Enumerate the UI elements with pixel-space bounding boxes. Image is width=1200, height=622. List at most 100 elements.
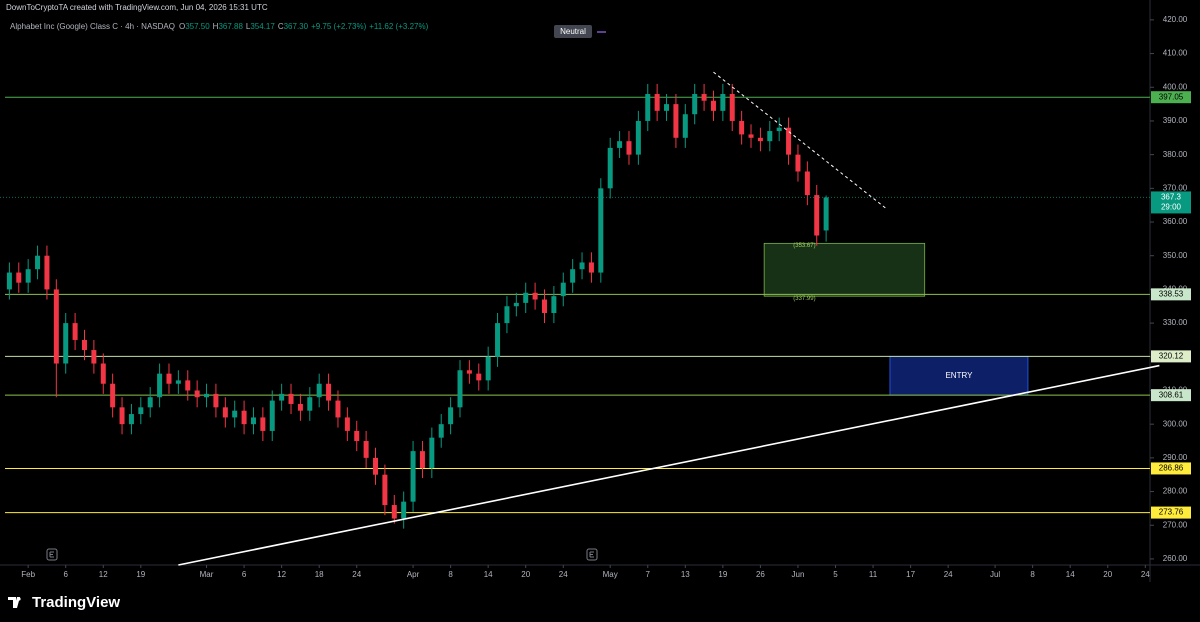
candle-body — [739, 120, 745, 135]
candle-body — [260, 417, 266, 431]
candle-body — [814, 195, 820, 236]
candle-body — [157, 373, 163, 398]
candle-body — [626, 141, 632, 155]
symbol: Alphabet Inc (Google) Class C · 4h · NAS… — [10, 22, 175, 31]
candle-body — [495, 323, 501, 357]
x-tick-label: 24 — [1141, 570, 1150, 579]
zone-label: (353.67) — [793, 243, 815, 249]
y-tick-label: 280.00 — [1163, 487, 1188, 496]
candle-body — [401, 501, 407, 519]
candle-body — [757, 137, 763, 142]
ohlc-label: H — [213, 22, 219, 31]
candle-body — [138, 407, 144, 415]
candle-body — [532, 292, 538, 300]
candle-body — [110, 383, 116, 408]
indicator: Neutral — [560, 27, 586, 36]
x-tick-label: 6 — [242, 570, 247, 579]
candle-body — [748, 134, 754, 138]
candle-body — [673, 104, 679, 138]
y-tick-label: 330.00 — [1163, 318, 1188, 327]
candle-body — [410, 451, 416, 502]
candle-body — [241, 410, 247, 425]
credit: DownToCryptoTA created with TradingView.… — [6, 3, 268, 12]
candle-body — [448, 407, 454, 425]
candle-body — [232, 410, 238, 418]
x-tick-label: 7 — [646, 570, 651, 579]
x-tick-label: 17 — [906, 570, 915, 579]
candle-body — [692, 93, 698, 115]
candle-body — [560, 282, 566, 297]
y-tick-label: 390.00 — [1163, 116, 1188, 125]
y-tick-label: 260.00 — [1163, 554, 1188, 563]
level-label-bg — [1151, 462, 1191, 475]
ohlc-label: L — [246, 22, 251, 31]
candle-body — [579, 262, 585, 270]
x-tick-label: 18 — [315, 570, 324, 579]
brand-logo — [8, 597, 21, 608]
ohlc-value: 357.50 — [185, 22, 210, 31]
x-tick-label: Jun — [792, 570, 805, 579]
candle-body — [100, 363, 106, 384]
x-tick-label: 24 — [352, 570, 361, 579]
candle-body — [194, 390, 200, 398]
candle-body — [91, 350, 97, 364]
brand: TradingView — [32, 594, 120, 611]
zone-label: (337.99) — [793, 296, 815, 302]
candle-body — [607, 147, 613, 189]
x-tick-label: 12 — [99, 570, 108, 579]
candle-body — [307, 397, 313, 411]
candle-body — [654, 93, 660, 111]
candle-body — [250, 417, 256, 425]
candle-body — [786, 127, 792, 155]
x-tick-label: 5 — [833, 570, 838, 579]
countdown: 29:00 — [1161, 203, 1182, 212]
candle-body — [63, 323, 69, 364]
x-tick-label: 8 — [1030, 570, 1035, 579]
y-tick-label: 420.00 — [1163, 15, 1188, 24]
level-label: 338.53 — [1159, 289, 1184, 298]
candle-body — [72, 323, 78, 340]
candle-body — [664, 104, 670, 111]
x-tick-label: 24 — [944, 570, 953, 579]
candle-body — [335, 400, 341, 418]
plot-area: (353.67) (337.99) ENTRY — [0, 71, 1160, 566]
y-tick-label: 270.00 — [1163, 520, 1188, 529]
candle-body — [166, 373, 172, 384]
candle-body — [297, 403, 303, 411]
earnings-icon — [46, 548, 58, 561]
ohlc-value: 367.30 — [284, 22, 309, 31]
candle-body — [316, 383, 322, 398]
candle-body — [204, 393, 210, 398]
candle-body — [729, 93, 735, 121]
candle-body — [128, 414, 134, 425]
legend: Alphabet Inc (Google) Class C · 4h · NAS… — [10, 22, 429, 31]
candle-body — [185, 380, 191, 391]
x-tick-label: Apr — [407, 570, 420, 579]
x-tick-label: 11 — [869, 570, 878, 579]
candle-body — [635, 120, 641, 155]
candle-body — [682, 114, 688, 138]
x-tick-label: 14 — [484, 570, 493, 579]
candle-body — [523, 292, 529, 303]
level-label-bg — [1151, 506, 1191, 519]
level-label-bg — [1151, 91, 1191, 104]
candle-body — [147, 397, 153, 408]
level-label-bg — [1151, 350, 1191, 363]
level-label: 273.76 — [1159, 508, 1184, 517]
y-tick-label: 400.00 — [1163, 82, 1188, 91]
y-tick-label: 380.00 — [1163, 150, 1188, 159]
trendline — [178, 364, 1160, 566]
candle-body — [391, 505, 397, 519]
candle-body — [279, 393, 285, 401]
candle-body — [382, 474, 388, 506]
candle-body — [81, 339, 87, 351]
candle-body — [588, 262, 594, 273]
candle-body — [344, 417, 350, 431]
level-label: 320.12 — [1159, 351, 1184, 360]
candle-body — [44, 255, 50, 290]
y-tick-label: 350.00 — [1163, 251, 1188, 260]
candle-body — [438, 424, 444, 438]
x-tick-label: 26 — [756, 570, 765, 579]
